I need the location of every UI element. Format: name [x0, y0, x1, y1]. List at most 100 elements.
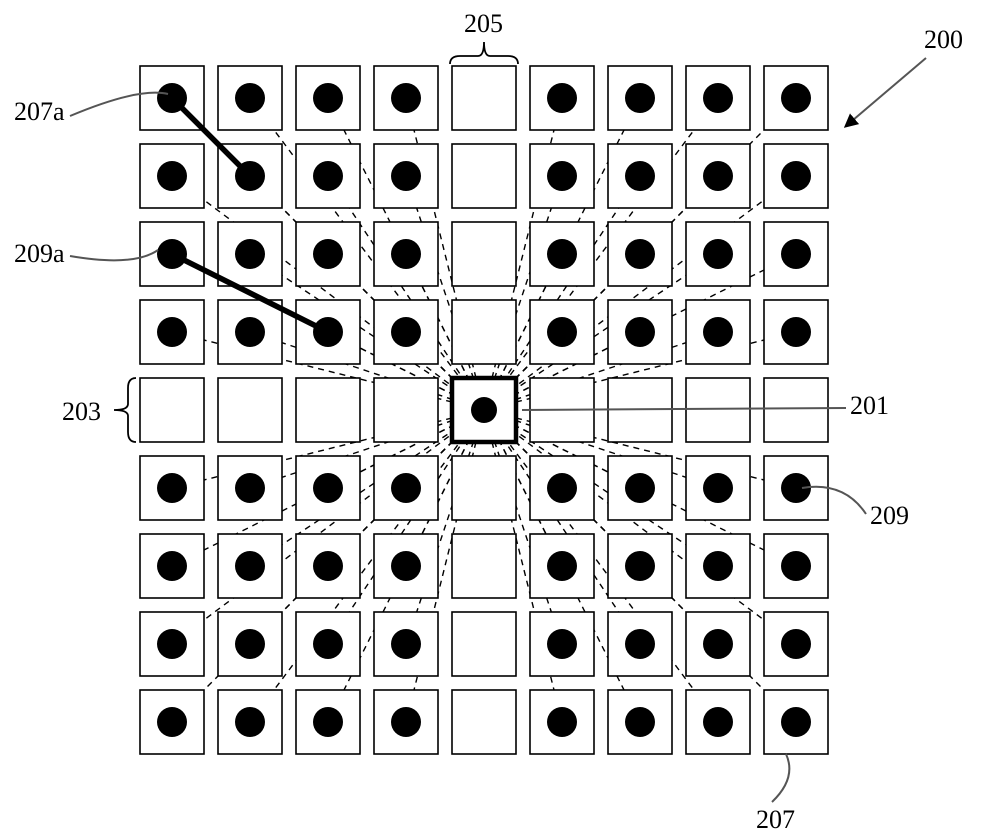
label-205: 205 — [464, 9, 503, 38]
grid-cell — [452, 534, 516, 598]
dashed-connection — [250, 254, 484, 410]
grid-dot — [391, 707, 421, 737]
dashed-connection — [406, 176, 484, 410]
dashed-connection — [250, 98, 484, 410]
grid-dot — [703, 473, 733, 503]
dashed-connection — [172, 176, 484, 410]
grid-dot — [547, 473, 577, 503]
grid-dot — [547, 317, 577, 347]
grid-dot — [157, 473, 187, 503]
dashed-connection — [250, 332, 484, 410]
dashed-connection — [484, 410, 562, 644]
label-207: 207 — [756, 805, 795, 834]
leader-207 — [772, 754, 789, 802]
dashed-connection — [484, 410, 718, 722]
grid-dot — [313, 473, 343, 503]
label-209: 209 — [870, 501, 909, 530]
dashed-connection — [484, 176, 640, 410]
grid-dot — [625, 161, 655, 191]
grid-dot — [547, 629, 577, 659]
label-201: 201 — [850, 391, 889, 420]
grid-cell — [764, 378, 828, 442]
dashed-connection — [172, 410, 484, 644]
grid-dot — [625, 317, 655, 347]
dashed-connection — [328, 176, 484, 410]
grid-dot — [625, 629, 655, 659]
grid-dot — [313, 551, 343, 581]
dashed-connection — [484, 176, 796, 410]
grid-dot — [391, 161, 421, 191]
grid-dot — [781, 551, 811, 581]
grid-dot — [781, 629, 811, 659]
grid-cell — [452, 612, 516, 676]
grid-dot — [313, 707, 343, 737]
grid-cell — [452, 456, 516, 520]
grid-dot — [235, 707, 265, 737]
grid-dot — [391, 239, 421, 269]
dashed-connection — [484, 410, 640, 644]
grid-cell — [452, 144, 516, 208]
grid-dot — [703, 239, 733, 269]
grid-dot — [703, 551, 733, 581]
grid-dot — [625, 473, 655, 503]
grid-dot — [313, 83, 343, 113]
grid-dot — [703, 317, 733, 347]
grid-dot — [235, 317, 265, 347]
grid-dot — [547, 551, 577, 581]
grid-dot — [391, 83, 421, 113]
label-207a: 207a — [14, 97, 65, 126]
grid-dot — [391, 629, 421, 659]
grid-dot — [625, 551, 655, 581]
grid-cell — [452, 222, 516, 286]
grid-dot — [703, 707, 733, 737]
dashed-connection — [484, 410, 718, 566]
grid-dot — [781, 317, 811, 347]
label-209a: 209a — [14, 239, 65, 268]
label-203: 203 — [62, 397, 101, 426]
brace-203 — [114, 378, 136, 442]
grid-dot — [547, 239, 577, 269]
grid-dot — [157, 551, 187, 581]
grid-dot — [781, 239, 811, 269]
brace-205 — [450, 42, 518, 64]
dashed-connection — [484, 254, 718, 410]
grid-dot — [235, 473, 265, 503]
grid-dot — [547, 707, 577, 737]
grid-cell — [452, 690, 516, 754]
grid-dot — [625, 239, 655, 269]
dashed-connection — [484, 332, 718, 410]
grid-dot — [547, 83, 577, 113]
dashed-connection — [484, 176, 562, 410]
grid-cell — [452, 300, 516, 364]
arrow-200 — [846, 58, 926, 126]
dashed-connection — [484, 98, 718, 410]
grid-dot — [157, 317, 187, 347]
grid-dot — [391, 317, 421, 347]
grid-dot — [157, 707, 187, 737]
bold-connection-group — [172, 98, 328, 332]
dashed-connection — [250, 410, 484, 488]
grid-dot — [235, 551, 265, 581]
grid-dot — [391, 473, 421, 503]
grid-dot — [313, 239, 343, 269]
grid-dot — [625, 707, 655, 737]
grid-dot — [547, 161, 577, 191]
grid-dot — [703, 161, 733, 191]
grid-dot — [781, 707, 811, 737]
grid-cell — [296, 378, 360, 442]
dashed-connection — [484, 410, 796, 644]
grid-dot — [313, 629, 343, 659]
label-200: 200 — [924, 25, 963, 54]
grid-dot — [703, 629, 733, 659]
dashed-connection — [406, 410, 484, 644]
dashed-connection — [328, 410, 484, 644]
grid-dot — [235, 629, 265, 659]
grid-cell — [374, 378, 438, 442]
grid-dot — [313, 161, 343, 191]
grid-dot — [235, 239, 265, 269]
dashed-connection — [250, 410, 484, 566]
grid-dot — [781, 161, 811, 191]
grid-cell — [140, 378, 204, 442]
grid-cell — [452, 66, 516, 130]
grid-dot — [157, 161, 187, 191]
